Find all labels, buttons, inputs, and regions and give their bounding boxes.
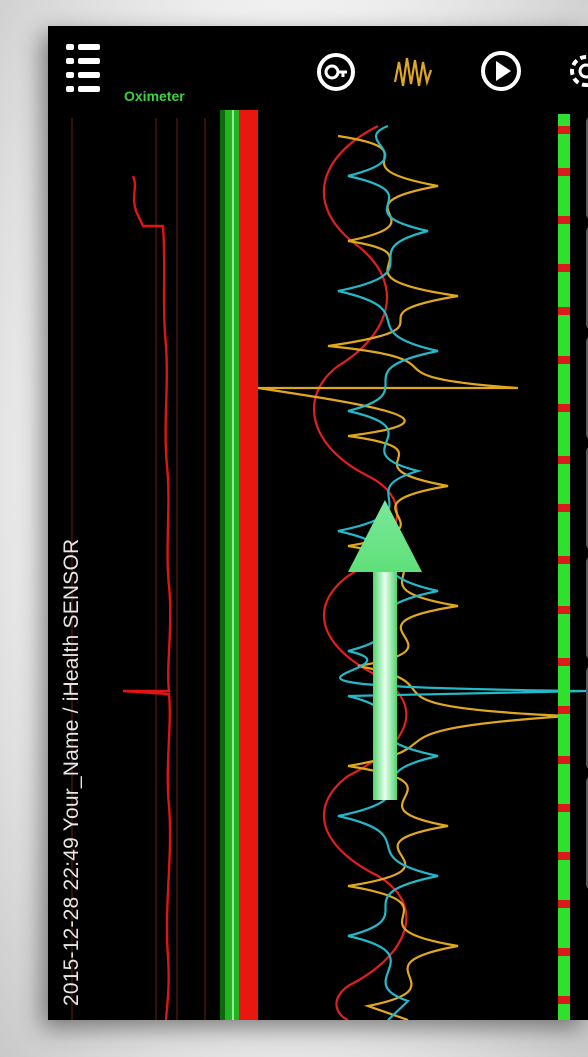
wave-red <box>312 125 408 1020</box>
pulse-trace <box>122 175 172 1020</box>
oximeter-label: Oximeter <box>124 88 185 104</box>
waveform-canvas <box>71 110 588 1020</box>
waveform-icon[interactable] <box>394 52 432 92</box>
spo2-bar-green <box>225 110 239 1020</box>
status-indicator-strip <box>558 114 570 1020</box>
up-arrow-icon <box>348 500 422 800</box>
grid-lines <box>71 118 206 1020</box>
app-screen: Oximeter 2015-12-28 22:49 Your_Name / iH… <box>48 26 588 1020</box>
gear-icon[interactable] <box>562 50 588 92</box>
spo2-bar-dark-green <box>220 110 225 1020</box>
wave-cyan <box>337 124 588 1020</box>
menu-list-icon[interactable] <box>66 42 100 100</box>
timer-icon[interactable] <box>316 52 356 92</box>
session-subtitle: 2015-12-28 22:49 Your_Name / iHealth SEN… <box>60 538 83 1006</box>
play-icon[interactable] <box>480 50 522 92</box>
spo2-bar-red <box>239 110 258 1020</box>
